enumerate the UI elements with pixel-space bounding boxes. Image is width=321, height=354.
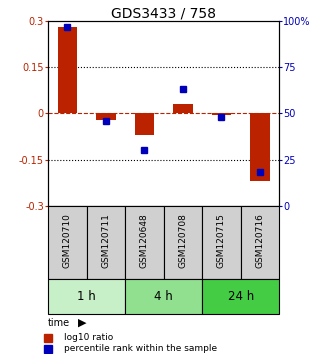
Text: GSM120648: GSM120648 bbox=[140, 213, 149, 268]
Text: 4 h: 4 h bbox=[154, 290, 173, 303]
Text: percentile rank within the sample: percentile rank within the sample bbox=[64, 344, 217, 353]
Bar bbox=[58, 27, 77, 113]
Bar bbox=[202, 279, 279, 314]
Text: GSM120711: GSM120711 bbox=[101, 213, 110, 268]
Bar bbox=[125, 206, 164, 279]
Bar bbox=[202, 206, 241, 279]
Bar bbox=[125, 279, 202, 314]
Bar bbox=[135, 113, 154, 135]
Text: GSM120708: GSM120708 bbox=[178, 213, 187, 268]
Bar bbox=[250, 113, 270, 181]
Text: GSM120715: GSM120715 bbox=[217, 213, 226, 268]
Bar bbox=[48, 279, 125, 314]
Text: GSM120716: GSM120716 bbox=[256, 213, 265, 268]
Text: GSM120710: GSM120710 bbox=[63, 213, 72, 268]
Bar bbox=[173, 104, 193, 113]
Text: time: time bbox=[48, 318, 70, 328]
Bar bbox=[241, 206, 279, 279]
Text: 1 h: 1 h bbox=[77, 290, 96, 303]
Bar bbox=[48, 206, 87, 279]
Text: ▶: ▶ bbox=[78, 318, 87, 328]
Bar bbox=[164, 206, 202, 279]
Text: log10 ratio: log10 ratio bbox=[64, 333, 114, 342]
Bar bbox=[87, 206, 125, 279]
Title: GDS3433 / 758: GDS3433 / 758 bbox=[111, 6, 216, 20]
Bar bbox=[96, 113, 116, 120]
Text: 24 h: 24 h bbox=[228, 290, 254, 303]
Bar bbox=[212, 113, 231, 115]
